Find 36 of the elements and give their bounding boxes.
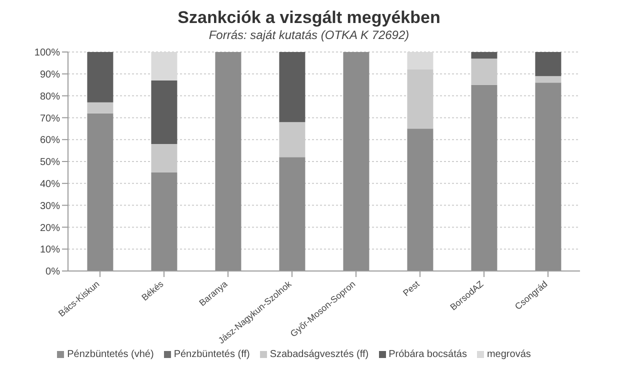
bar bbox=[471, 52, 498, 59]
y-tick-label: 10% bbox=[40, 244, 60, 256]
legend-label: Szabadságvesztés (ff) bbox=[270, 349, 369, 360]
bar bbox=[535, 82, 562, 271]
bar bbox=[87, 52, 114, 102]
bar bbox=[407, 128, 434, 271]
bar bbox=[151, 172, 178, 271]
bar bbox=[343, 52, 370, 271]
y-tick-label: 60% bbox=[40, 135, 60, 146]
x-tick-label: Pest bbox=[401, 278, 422, 298]
bar bbox=[87, 102, 114, 114]
bar bbox=[87, 113, 114, 271]
bar bbox=[535, 76, 562, 83]
y-tick-label: 30% bbox=[40, 200, 60, 212]
bar bbox=[279, 157, 306, 271]
y-tick-label: 40% bbox=[40, 178, 60, 190]
legend-label: megrovás bbox=[486, 349, 531, 360]
y-tick-label: 70% bbox=[40, 113, 60, 124]
chart-subtitle: Forrás: saját kutatás (OTKA K 72692) bbox=[208, 28, 410, 42]
legend-label: Próbára bocsátás bbox=[388, 349, 467, 360]
y-tick-label: 20% bbox=[40, 222, 60, 234]
legend-label: Pénzbüntetés (vhé) bbox=[67, 349, 154, 360]
y-tick-label: 80% bbox=[40, 91, 60, 102]
chart-title: Szankciók a vizsgált megyékben bbox=[176, 8, 442, 28]
y-tick-label: 0% bbox=[46, 266, 60, 278]
bar bbox=[279, 52, 306, 122]
y-tick-label: 100% bbox=[34, 48, 60, 59]
bar bbox=[215, 52, 242, 271]
legend-label: Pénzbüntetés (ff) bbox=[174, 349, 250, 360]
y-tick-label: 50% bbox=[40, 157, 60, 168]
bar bbox=[471, 84, 498, 271]
bar bbox=[151, 80, 178, 144]
bar bbox=[407, 52, 434, 70]
bar bbox=[535, 52, 562, 76]
y-tick-label: 90% bbox=[40, 69, 60, 80]
bar bbox=[151, 52, 178, 80]
